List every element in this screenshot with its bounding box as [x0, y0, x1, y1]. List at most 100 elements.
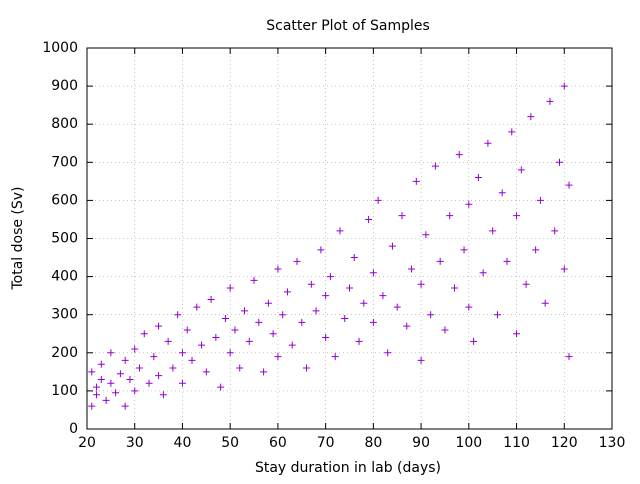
point: [88, 368, 96, 376]
point: [183, 326, 191, 334]
point: [193, 303, 201, 311]
point: [369, 269, 377, 277]
x-axis-label: Stay duration in lab (days): [255, 460, 441, 476]
point: [198, 341, 206, 349]
point: [178, 379, 186, 387]
point: [136, 364, 143, 372]
point: [107, 379, 115, 387]
point: [446, 212, 454, 220]
point: [121, 402, 129, 410]
point: [88, 402, 96, 410]
x-tick-label: 50: [221, 435, 239, 451]
point: [326, 273, 334, 281]
point: [365, 215, 373, 223]
point: [241, 307, 248, 315]
point: [312, 307, 320, 315]
point: [155, 372, 163, 380]
point: [317, 246, 325, 254]
y-tick-label: 400: [51, 269, 78, 285]
point: [517, 166, 525, 174]
point: [93, 383, 101, 391]
point: [221, 315, 229, 323]
point: [441, 326, 449, 334]
point: [145, 379, 153, 387]
point: [202, 368, 210, 376]
point: [470, 337, 478, 345]
point: [565, 181, 573, 189]
point: [465, 303, 473, 311]
point: [560, 82, 568, 90]
point: [422, 231, 430, 239]
point: [532, 246, 540, 254]
point: [408, 265, 416, 273]
point: [159, 391, 167, 399]
point: [393, 303, 401, 311]
point: [231, 326, 239, 334]
point: [212, 334, 220, 342]
point: [417, 356, 425, 364]
point: [178, 349, 186, 357]
point: [269, 330, 277, 338]
x-tick-label: 110: [503, 435, 530, 451]
point: [565, 353, 573, 361]
point: [336, 227, 344, 235]
x-tick-label: 40: [174, 435, 192, 451]
point: [131, 345, 139, 353]
point: [341, 315, 349, 323]
y-axis-label: Total dose (Sv): [10, 186, 26, 290]
x-tick-label: 90: [412, 435, 430, 451]
point: [217, 383, 225, 391]
point: [541, 299, 549, 307]
y-tick-label: 200: [51, 345, 78, 361]
point: [102, 396, 110, 404]
point: [303, 364, 311, 372]
point: [322, 334, 330, 342]
point: [355, 337, 363, 345]
point: [503, 257, 511, 265]
y-tick-label: 700: [51, 154, 78, 170]
point: [250, 276, 258, 284]
point: [398, 212, 406, 220]
point: [93, 391, 101, 399]
point: [374, 196, 382, 204]
x-tick-label: 70: [317, 435, 335, 451]
point: [116, 370, 124, 378]
point: [97, 375, 105, 383]
x-tick-label: 60: [269, 435, 287, 451]
y-tick-label: 800: [51, 116, 78, 132]
x-tick-label: 120: [551, 435, 578, 451]
plot-border: [86, 47, 613, 430]
point: [131, 387, 139, 395]
point: [293, 257, 301, 265]
point: [560, 265, 568, 273]
point: [150, 353, 158, 361]
point: [417, 280, 425, 288]
point: [384, 349, 392, 357]
point: [226, 284, 234, 292]
point: [245, 337, 253, 345]
point: [379, 292, 387, 300]
point: [360, 299, 368, 307]
point: [126, 375, 134, 383]
point: [522, 280, 530, 288]
point: [164, 337, 172, 345]
point: [508, 128, 516, 136]
point: [255, 318, 263, 326]
point: [97, 360, 105, 368]
point: [188, 356, 196, 364]
point: [527, 113, 535, 121]
point: [236, 364, 244, 372]
point: [465, 200, 473, 208]
point: [260, 368, 268, 376]
point: [474, 174, 482, 182]
point: [498, 189, 506, 197]
chart-title: Scatter Plot of Samples: [266, 18, 430, 34]
x-tick-label: 80: [364, 435, 382, 451]
point: [350, 254, 358, 262]
x-tick-label: 20: [78, 435, 96, 451]
point: [513, 212, 521, 220]
y-tick-label: 500: [51, 231, 78, 247]
point: [279, 311, 287, 319]
y-tick-label: 600: [51, 192, 78, 208]
